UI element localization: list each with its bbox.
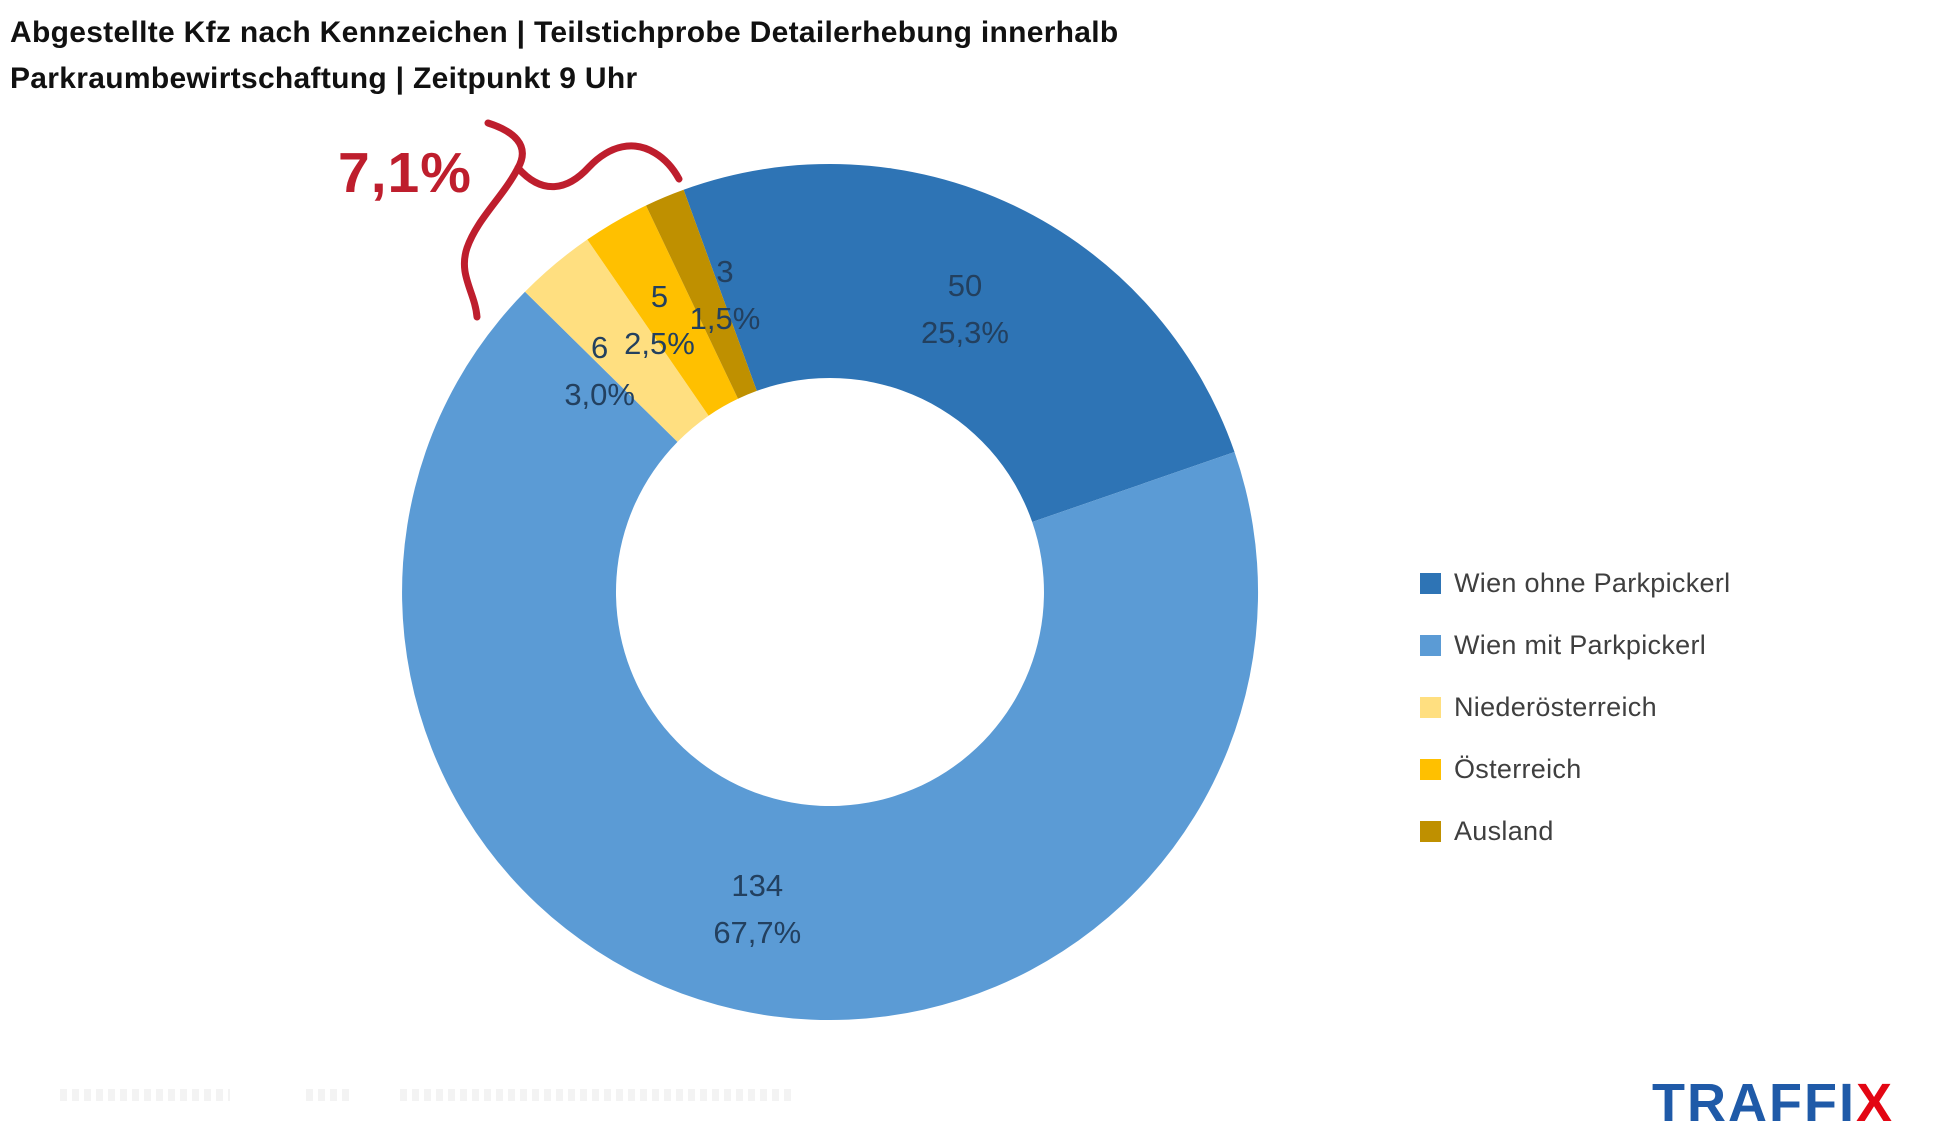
- slice-label-5: 3 1,5%: [690, 248, 761, 342]
- page-title: Abgestellte Kfz nach Kennzeichen | Teils…: [10, 10, 1119, 102]
- percent-annotation: 7,1%: [338, 141, 472, 205]
- legend-item-2: Wien mit Parkpickerl: [1420, 614, 1730, 676]
- donut-slice-3: [525, 239, 709, 442]
- legend-item-3: Niederösterreich: [1420, 676, 1730, 738]
- slice-value: 50: [947, 268, 983, 304]
- legend-label: Österreich: [1454, 753, 1582, 784]
- slice-label-2: 134 67,7%: [713, 862, 801, 956]
- legend-label: Wien ohne Parkpickerl: [1454, 567, 1731, 598]
- legend-swatch-icon: [1420, 820, 1441, 842]
- legend-swatch-icon: [1420, 696, 1441, 718]
- footer-cropped-text: [60, 1089, 230, 1101]
- slice-percent: 25,3%: [921, 315, 1009, 351]
- legend-swatch-icon: [1420, 758, 1441, 780]
- legend-label: Niederösterreich: [1454, 691, 1657, 722]
- legend-label: Ausland: [1454, 815, 1554, 846]
- donut-slice-4: [587, 205, 738, 416]
- slice-value: 3: [716, 253, 734, 289]
- traffix-logo-x: X: [1855, 1073, 1894, 1133]
- slice-value: 5: [650, 279, 669, 314]
- legend-item-1: Wien ohne Parkpickerl: [1420, 552, 1730, 614]
- footer-cropped-text: [306, 1089, 350, 1101]
- slice-percent: 3,0%: [564, 377, 635, 413]
- traffix-logo: TRAFFIX: [1652, 1072, 1894, 1134]
- legend-label: Wien mit Parkpickerl: [1454, 629, 1707, 660]
- slice-label-3: 6 3,0%: [564, 324, 635, 418]
- legend-item-5: Ausland: [1420, 800, 1730, 862]
- slice-percent: 67,7%: [713, 915, 802, 951]
- slice-percent: 2,5%: [624, 326, 695, 361]
- title-line-1: Abgestellte Kfz nach Kennzeichen | Teils…: [10, 16, 1119, 49]
- legend-swatch-icon: [1420, 572, 1441, 594]
- footer-cropped-text: [400, 1089, 795, 1101]
- slice-label-4: 5 2,5%: [624, 273, 695, 367]
- slice-percent: 1,5%: [689, 300, 761, 336]
- donut-chart: [402, 163, 1259, 1021]
- donut-slice-1: [683, 163, 1235, 522]
- slice-value: 134: [731, 868, 784, 904]
- slice-value: 6: [591, 330, 609, 366]
- donut-slice-2: [402, 291, 1259, 1021]
- legend: Wien ohne Parkpickerl Wien mit Parkpicker…: [1420, 552, 1730, 862]
- traffix-logo-text: TRAFFI: [1652, 1073, 1856, 1133]
- donut-slice-5: [646, 189, 757, 399]
- title-line-2: Parkraumbewirtschaftung | Zeitpunkt 9 Uh…: [10, 62, 638, 95]
- slice-label-1: 50 25,3%: [921, 262, 1009, 356]
- legend-item-4: Österreich: [1420, 738, 1730, 800]
- legend-swatch-icon: [1420, 634, 1441, 656]
